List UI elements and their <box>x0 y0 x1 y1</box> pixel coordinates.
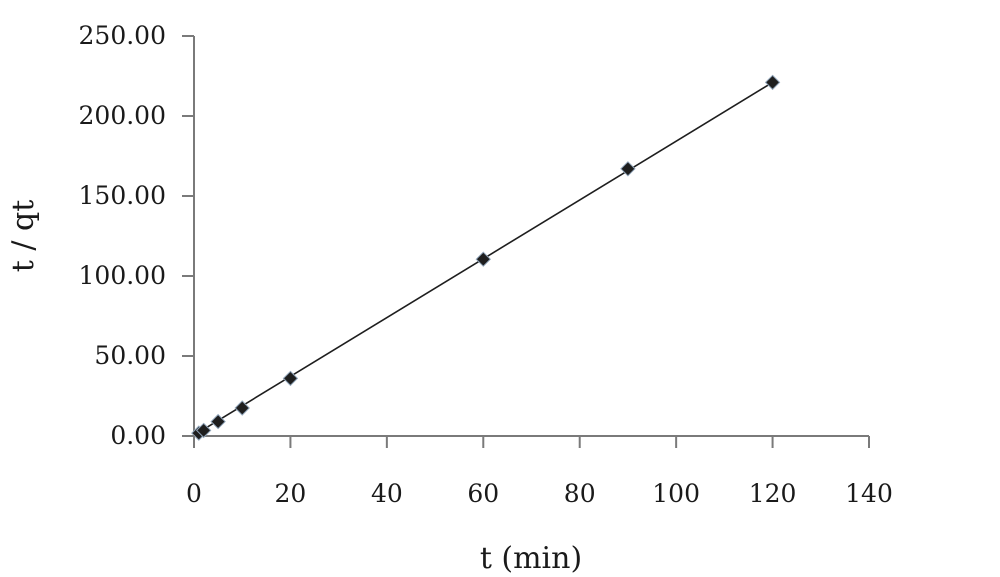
y-tick-label: 100.00 <box>79 261 166 290</box>
y-tick-label: 250.00 <box>79 21 166 50</box>
x-axis-ticks: 0 20 40 60 80 100 120 140 <box>186 436 893 508</box>
y-tick-label: 150.00 <box>79 181 166 210</box>
x-tick-label: 80 <box>564 479 596 508</box>
x-tick-label: 40 <box>371 479 403 508</box>
y-tick-label: 200.00 <box>79 101 166 130</box>
x-tick-label: 20 <box>275 479 307 508</box>
x-tick-label: 60 <box>467 479 499 508</box>
data-point <box>620 161 636 177</box>
y-tick-label: 0.00 <box>110 421 166 450</box>
data-point <box>195 422 212 439</box>
data-point <box>764 74 781 91</box>
y-axis-title: t / qt <box>6 200 41 273</box>
data-point <box>475 251 491 267</box>
data-point <box>234 400 250 416</box>
x-tick-label: 140 <box>845 479 893 508</box>
plot-area <box>191 36 869 441</box>
x-tick-label: 120 <box>749 479 797 508</box>
y-axis-ticks: 0.00 50.00 100.00 150.00 200.00 250.00 <box>79 21 194 450</box>
data-point <box>210 413 226 430</box>
x-tick-label: 100 <box>652 479 700 508</box>
y-tick-label: 50.00 <box>94 341 166 370</box>
x-axis-title: t (min) <box>480 541 582 576</box>
x-tick-label: 0 <box>186 479 202 508</box>
data-point <box>282 370 299 387</box>
